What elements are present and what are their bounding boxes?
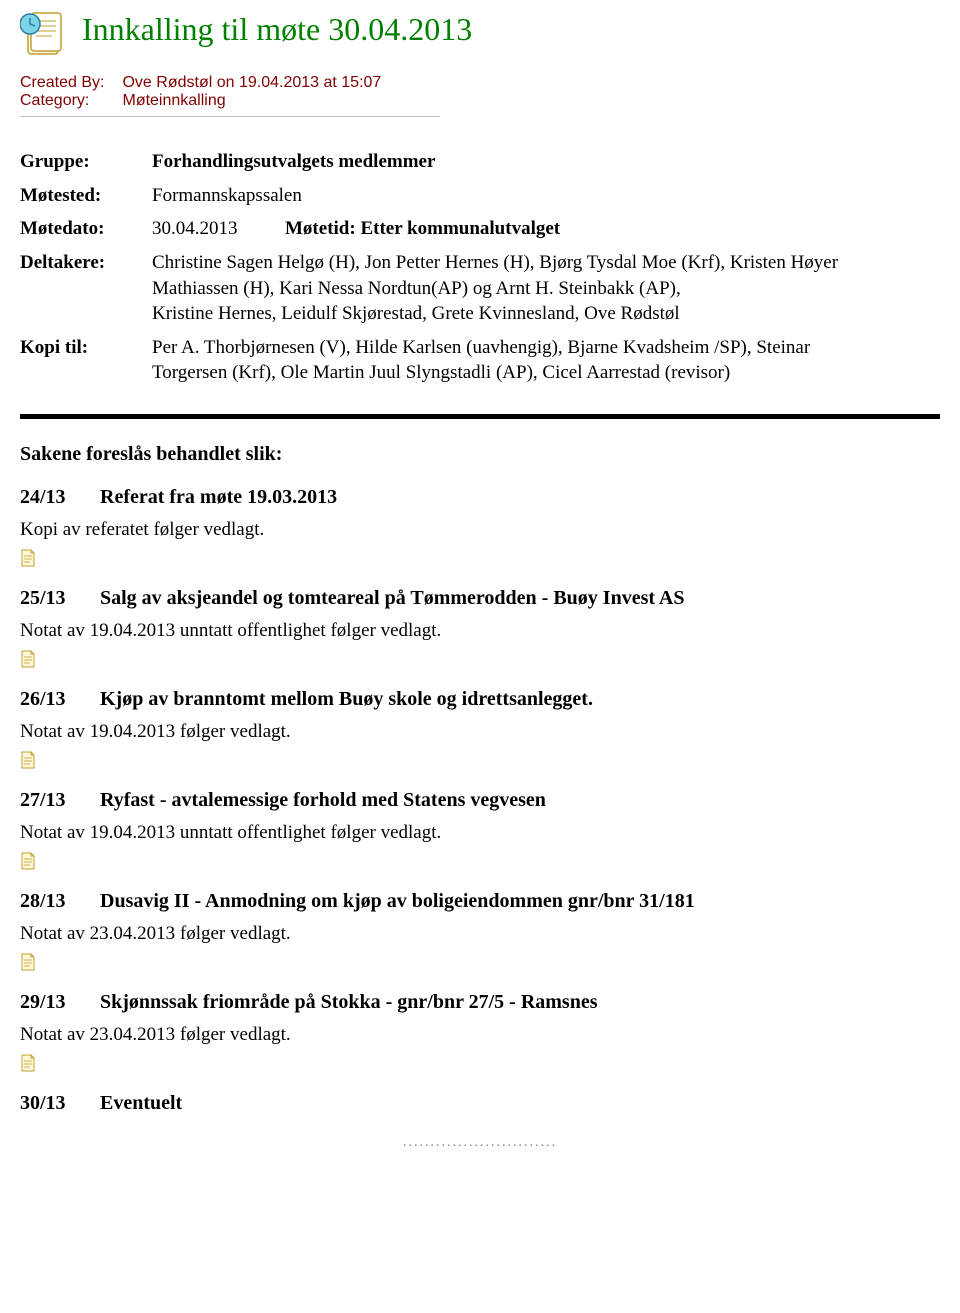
header-separator	[20, 116, 440, 117]
agenda-number: 27/13	[20, 789, 100, 812]
created-by-label: Created By:	[20, 74, 122, 92]
motedato-row: 30.04.2013 Møtetid: Etter kommunalutvalg…	[152, 212, 894, 246]
motedato-label: Møtedato:	[20, 212, 152, 246]
agenda-title: 25/13Salg av aksjeandel og tomteareal på…	[20, 587, 940, 610]
agenda-title: 28/13Dusavig II - Anmodning om kjøp av b…	[20, 890, 940, 913]
agenda-item: 25/13Salg av aksjeandel og tomteareal på…	[20, 587, 940, 668]
agenda-text: Ryfast - avtalemessige forhold med State…	[100, 789, 546, 812]
attachment-icon	[20, 549, 940, 567]
agenda-number: 24/13	[20, 486, 100, 509]
agenda-title: 30/13Eventuelt	[20, 1092, 940, 1115]
motested-label: Møtested:	[20, 179, 152, 213]
agenda-note: Notat av 19.04.2013 unntatt offentlighet…	[20, 620, 940, 642]
agenda-item: 30/13Eventuelt	[20, 1092, 940, 1115]
agenda-text: Kjøp av branntomt mellom Buøy skole og i…	[100, 688, 593, 711]
agenda-number: 25/13	[20, 587, 100, 610]
motested-value: Formannskapssalen	[152, 179, 894, 213]
gruppe-label: Gruppe:	[20, 145, 152, 179]
info-table: Gruppe: Forhandlingsutvalgets medlemmer …	[20, 145, 894, 390]
agenda-item: 26/13Kjøp av branntomt mellom Buøy skole…	[20, 688, 940, 769]
agenda-note: Kopi av referatet følger vedlagt.	[20, 519, 940, 541]
gruppe-value: Forhandlingsutvalgets medlemmer	[152, 145, 894, 179]
deltakere-value: Christine Sagen Helgø (H), Jon Petter He…	[152, 246, 894, 331]
agenda-item: 28/13Dusavig II - Anmodning om kjøp av b…	[20, 890, 940, 971]
section-divider	[20, 414, 940, 419]
page-title: Innkalling til møte 30.04.2013	[82, 10, 472, 48]
agenda-item: 27/13Ryfast - avtalemessige forhold med …	[20, 789, 940, 870]
agenda-text: Dusavig II - Anmodning om kjøp av bolige…	[100, 890, 695, 913]
attachment-icon	[20, 852, 940, 870]
agenda-title: 29/13Skjønnssak friområde på Stokka - gn…	[20, 991, 940, 1014]
agenda-note: Notat av 19.04.2013 unntatt offentlighet…	[20, 822, 940, 844]
created-by-value: Ove Rødstøl on 19.04.2013 at 15:07	[122, 74, 387, 92]
section-heading: Sakene foreslås behandlet slik:	[20, 443, 940, 466]
attachment-icon	[20, 751, 940, 769]
category-label: Category:	[20, 92, 122, 110]
agenda-note: Notat av 23.04.2013 følger vedlagt.	[20, 1024, 940, 1046]
document-icon	[20, 10, 72, 68]
agenda-text: Skjønnssak friområde på Stokka - gnr/bnr…	[100, 991, 598, 1014]
meta-block: Created By: Ove Rødstøl on 19.04.2013 at…	[20, 74, 387, 110]
deltakere-label: Deltakere:	[20, 246, 152, 331]
attachment-icon	[20, 953, 940, 971]
agenda-number: 26/13	[20, 688, 100, 711]
category-value: Møteinnkalling	[122, 92, 387, 110]
footer-dots: ............................	[20, 1135, 940, 1151]
attachment-icon	[20, 650, 940, 668]
agenda-title: 26/13Kjøp av branntomt mellom Buøy skole…	[20, 688, 940, 711]
agenda-item: 24/13Referat fra møte 19.03.2013 Kopi av …	[20, 486, 940, 567]
agenda-text: Salg av aksjeandel og tomteareal på Tømm…	[100, 587, 684, 610]
agenda-list: 24/13Referat fra møte 19.03.2013 Kopi av …	[20, 486, 940, 1115]
agenda-text: Eventuelt	[100, 1092, 182, 1115]
kopi-value: Per A. Thorbjørnesen (V), Hilde Karlsen …	[152, 331, 894, 390]
agenda-note: Notat av 23.04.2013 følger vedlagt.	[20, 923, 940, 945]
agenda-number: 28/13	[20, 890, 100, 913]
attachment-icon	[20, 1054, 940, 1072]
agenda-number: 30/13	[20, 1092, 100, 1115]
agenda-item: 29/13Skjønnssak friområde på Stokka - gn…	[20, 991, 940, 1072]
motetid-value: Møtetid: Etter kommunalutvalget	[285, 218, 560, 239]
agenda-title: 27/13Ryfast - avtalemessige forhold med …	[20, 789, 940, 812]
agenda-number: 29/13	[20, 991, 100, 1014]
agenda-note: Notat av 19.04.2013 følger vedlagt.	[20, 721, 940, 743]
kopi-label: Kopi til:	[20, 331, 152, 390]
motedato-value: 30.04.2013	[152, 218, 238, 239]
agenda-text: Referat fra møte 19.03.2013	[100, 486, 337, 509]
agenda-title: 24/13Referat fra møte 19.03.2013	[20, 486, 940, 509]
